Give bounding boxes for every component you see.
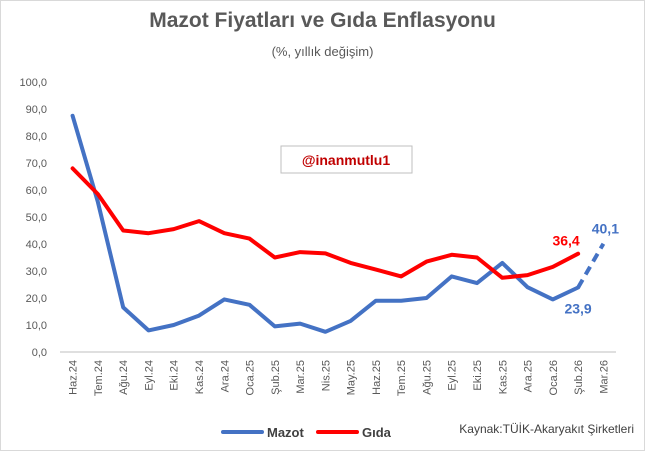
x-tick-label: Haz.24 (68, 360, 80, 395)
y-tick-label: 10,0 (26, 320, 47, 332)
data-label-gida: 36,4 (552, 233, 579, 249)
x-tick-label: Tem.24 (93, 360, 105, 396)
x-tick-label: Ağu.24 (118, 360, 130, 395)
chart-subtitle: (%, yıllık değişim) (271, 44, 374, 59)
y-tick-label: 70,0 (26, 158, 47, 170)
y-tick-label: 40,0 (26, 239, 47, 251)
x-tick-label: Mar.25 (295, 360, 307, 394)
source-note: Kaynak:TÜİK-Akaryakıt Şirketleri (459, 422, 634, 436)
y-tick-label: 60,0 (26, 185, 47, 197)
chart-title: Mazot Fiyatları ve Gıda Enflasyonu (149, 9, 496, 32)
x-tick-label: Ara.25 (523, 360, 535, 392)
y-tick-label: 90,0 (26, 104, 47, 116)
data-label-mazot: 23,9 (564, 300, 591, 316)
x-tick-label: Şub.25 (270, 360, 282, 395)
y-tick-label: 100,0 (19, 77, 47, 89)
x-tick-label: May.25 (346, 360, 358, 395)
y-tick-label: 0,0 (32, 347, 47, 359)
x-tick-label: Şub.26 (573, 360, 585, 395)
x-tick-label: Eki.24 (169, 360, 181, 391)
x-tick-label: Ara.24 (219, 360, 231, 392)
x-tick-label: Ağu.25 (421, 360, 433, 395)
x-tick-label: Mar.26 (598, 360, 610, 394)
series-line-gida (70, 166, 581, 280)
watermark-box (280, 145, 413, 174)
x-tick-label: Kas.24 (194, 360, 206, 394)
x-tick-label: Nis.25 (320, 360, 332, 391)
x-tick-label: Eki.25 (472, 360, 484, 391)
x-tick-label: Oca.26 (548, 360, 560, 395)
x-tick-label: Oca.25 (245, 360, 257, 395)
data-label-mazot: 40,1 (592, 221, 619, 237)
legend-label-mazot: Mazot (267, 425, 305, 440)
x-tick-label: Haz.25 (371, 360, 383, 395)
y-tick-label: 50,0 (26, 212, 47, 224)
series-line-mazot-dashed (576, 242, 606, 289)
legend-label-gida: Gıda (362, 425, 392, 440)
watermark-text: @inanmutlu1 (302, 152, 391, 168)
x-tick-label: Eyl.25 (447, 360, 459, 391)
y-tick-label: 30,0 (26, 266, 47, 278)
x-tick-label: Eyl.24 (143, 360, 155, 391)
x-tick-label: Kas.25 (497, 360, 509, 394)
y-tick-label: 80,0 (26, 131, 47, 143)
y-tick-label: 20,0 (26, 293, 47, 305)
x-tick-label: Tem.25 (396, 360, 408, 396)
